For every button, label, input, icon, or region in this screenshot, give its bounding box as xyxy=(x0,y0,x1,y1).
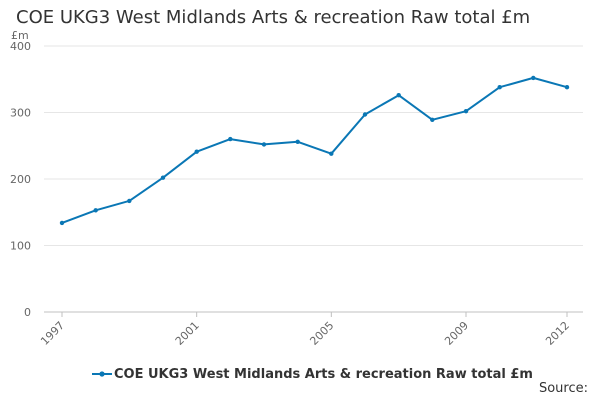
data-point-2006[interactable] xyxy=(362,112,368,117)
data-point-2005[interactable] xyxy=(329,151,334,156)
data-point-2003[interactable] xyxy=(261,142,267,147)
data-point-2001[interactable] xyxy=(194,149,199,154)
data-point-1998[interactable] xyxy=(93,208,98,213)
data-point-2011[interactable] xyxy=(531,75,536,81)
x-axis-ticks: 1997 2001 2005 2009 2012 xyxy=(38,312,572,348)
data-point-2009[interactable] xyxy=(463,109,469,114)
series-group xyxy=(59,75,570,226)
data-point-2000[interactable] xyxy=(160,175,166,180)
legend[interactable]: COE UKG3 West Midlands Arts & recreation… xyxy=(92,364,533,384)
legend-line-icon xyxy=(92,371,112,377)
data-point-2008[interactable] xyxy=(430,117,435,123)
x-tick-label-2001: 2001 xyxy=(173,319,202,348)
data-point-2004[interactable] xyxy=(295,139,300,144)
y-axis-label: £m xyxy=(11,29,29,42)
y-tick-label-200: 200 xyxy=(10,173,31,186)
source-label: Source: xyxy=(538,381,588,396)
data-point-2002[interactable] xyxy=(228,136,233,142)
x-tick-label-2012: 2012 xyxy=(543,319,572,348)
y-tick-label-300: 300 xyxy=(10,107,31,120)
x-tick-label-1997: 1997 xyxy=(38,319,67,348)
y-axis-ticks: 0 100 200 300 400 xyxy=(10,40,31,319)
y-tick-label-0: 0 xyxy=(24,306,31,319)
data-point-1999[interactable] xyxy=(127,198,132,204)
x-tick-label-2009: 2009 xyxy=(442,319,471,348)
data-point-2010[interactable] xyxy=(497,85,502,90)
data-point-2012[interactable] xyxy=(564,85,570,90)
legend-label: COE UKG3 West Midlands Arts & recreation… xyxy=(114,366,533,382)
series-line-0 xyxy=(61,76,568,224)
y-tick-label-100: 100 xyxy=(10,240,31,253)
data-point-1997[interactable] xyxy=(59,220,65,226)
grid-lines xyxy=(44,45,583,246)
x-tick-label-2005: 2005 xyxy=(307,319,336,348)
data-point-2007[interactable] xyxy=(396,93,401,98)
chart-title: COE UKG3 West Midlands Arts & recreation… xyxy=(16,7,531,28)
y-tick-label-400: 400 xyxy=(10,40,31,53)
